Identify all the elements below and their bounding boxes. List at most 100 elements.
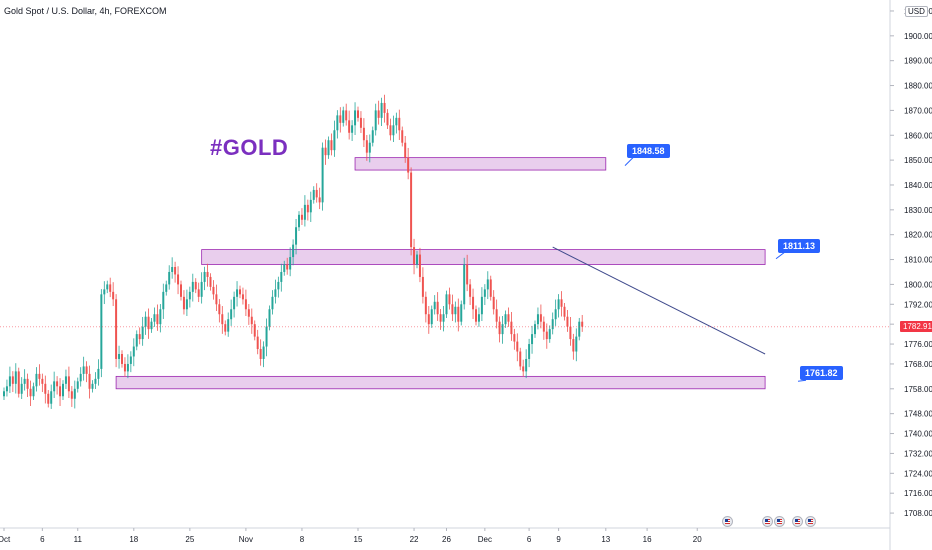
candle-body — [368, 142, 371, 153]
y-tick-label: 1840.00 — [904, 181, 932, 190]
candle-body — [3, 391, 5, 397]
us-flag-icon[interactable] — [762, 516, 773, 527]
candle-body — [486, 279, 489, 290]
callout-pointer — [624, 157, 634, 166]
x-tick-label: 9 — [556, 535, 561, 544]
candle-body — [365, 140, 368, 153]
candle-body — [47, 393, 50, 404]
y-tick-label: 1776.00 — [904, 340, 932, 349]
callout-lower[interactable]: 1761.82 — [800, 366, 843, 381]
support-resistance-zone — [201, 249, 766, 265]
candle-body — [392, 125, 395, 136]
candle-body — [427, 314, 430, 325]
candle-body — [191, 281, 194, 292]
gold-annotation: #GOLD — [210, 135, 289, 160]
y-tick-label: 1732.00 — [904, 449, 932, 458]
callout-pointer — [797, 379, 807, 382]
candle-body — [50, 391, 53, 404]
candle-body — [472, 296, 475, 310]
candle-body — [572, 339, 575, 352]
candle-body — [224, 324, 227, 332]
us-flag-icon[interactable] — [722, 516, 733, 527]
candle-body — [135, 334, 138, 347]
candle-body — [250, 316, 253, 325]
candle-body — [126, 363, 129, 372]
candle-body — [480, 296, 483, 315]
candles — [3, 94, 584, 409]
candle-body — [62, 383, 64, 397]
candle-body — [551, 319, 554, 330]
support-resistance-zone — [354, 157, 607, 171]
candle-body — [200, 281, 203, 297]
trendline — [552, 246, 766, 355]
candle-body — [477, 314, 480, 322]
candle-body — [318, 197, 321, 203]
candle-body — [274, 289, 277, 297]
candle-body — [230, 309, 233, 320]
currency-badge[interactable]: USD — [905, 6, 928, 17]
symbol-title: Gold Spot / U.S. Dollar, 4h, FOREXCOM — [4, 6, 167, 16]
candle-body — [371, 130, 374, 143]
x-tick-label: 16 — [643, 535, 652, 544]
candle-body — [359, 117, 362, 128]
candle-body — [188, 291, 191, 300]
x-tick-label: 11 — [74, 535, 83, 544]
candle-body — [377, 110, 380, 118]
candle-body — [38, 373, 41, 379]
candle-body — [421, 276, 424, 297]
candle-body — [309, 199, 312, 213]
candle-body — [212, 286, 215, 295]
x-tick-label: 6 — [40, 535, 45, 544]
candle-body — [14, 371, 17, 384]
x-tick-label: 20 — [693, 535, 702, 544]
candle-body — [312, 189, 315, 200]
candle-body — [348, 120, 351, 133]
y-tick-label: 1810.00 — [904, 256, 932, 265]
candle-body — [138, 334, 141, 340]
candle-body — [445, 294, 448, 315]
x-tick-label: Nov — [239, 535, 253, 544]
candle-body — [53, 381, 56, 392]
candle-body — [174, 267, 177, 275]
candle-body — [141, 326, 144, 340]
support-resistance-zone — [115, 375, 766, 390]
candle-body — [44, 383, 47, 394]
candle-body — [29, 388, 32, 397]
y-tick-label: 1748.00 — [904, 410, 932, 419]
candle-body — [439, 314, 442, 322]
candle-body — [395, 117, 398, 126]
us-flag-icon[interactable] — [792, 516, 803, 527]
x-tick-label: 25 — [185, 535, 194, 544]
candle-body — [56, 381, 59, 387]
candle-body — [300, 214, 303, 220]
candle-body — [79, 373, 82, 382]
candle-body — [162, 291, 165, 310]
candle-body — [147, 316, 150, 330]
candle-body — [171, 267, 174, 272]
candle-body — [109, 284, 112, 292]
candle-body — [132, 346, 135, 357]
candle-body — [504, 314, 507, 325]
callout-upper[interactable]: 1848.58 — [627, 143, 670, 158]
candle-body — [451, 304, 454, 315]
callout-middle[interactable]: 1811.13 — [778, 238, 821, 253]
candle-body — [416, 254, 418, 265]
y-tick-label: 1758.00 — [904, 385, 932, 394]
candle-body — [569, 326, 572, 340]
us-flag-icon[interactable] — [774, 516, 785, 527]
y-tick-label: 1792.00 — [904, 300, 932, 309]
x-tick-label: 18 — [129, 535, 138, 544]
candle-body — [357, 110, 359, 118]
candle-body — [489, 279, 492, 297]
candle-body — [342, 110, 345, 123]
candle-body — [536, 314, 539, 325]
y-tick-label: 1890.00 — [904, 57, 932, 66]
candle-body — [333, 130, 336, 151]
us-flag-icon[interactable] — [805, 516, 816, 527]
candle-body — [557, 299, 560, 310]
candle-body — [519, 351, 522, 367]
candle-body — [76, 381, 79, 389]
candle-body — [73, 388, 76, 399]
candle-body — [253, 324, 256, 337]
